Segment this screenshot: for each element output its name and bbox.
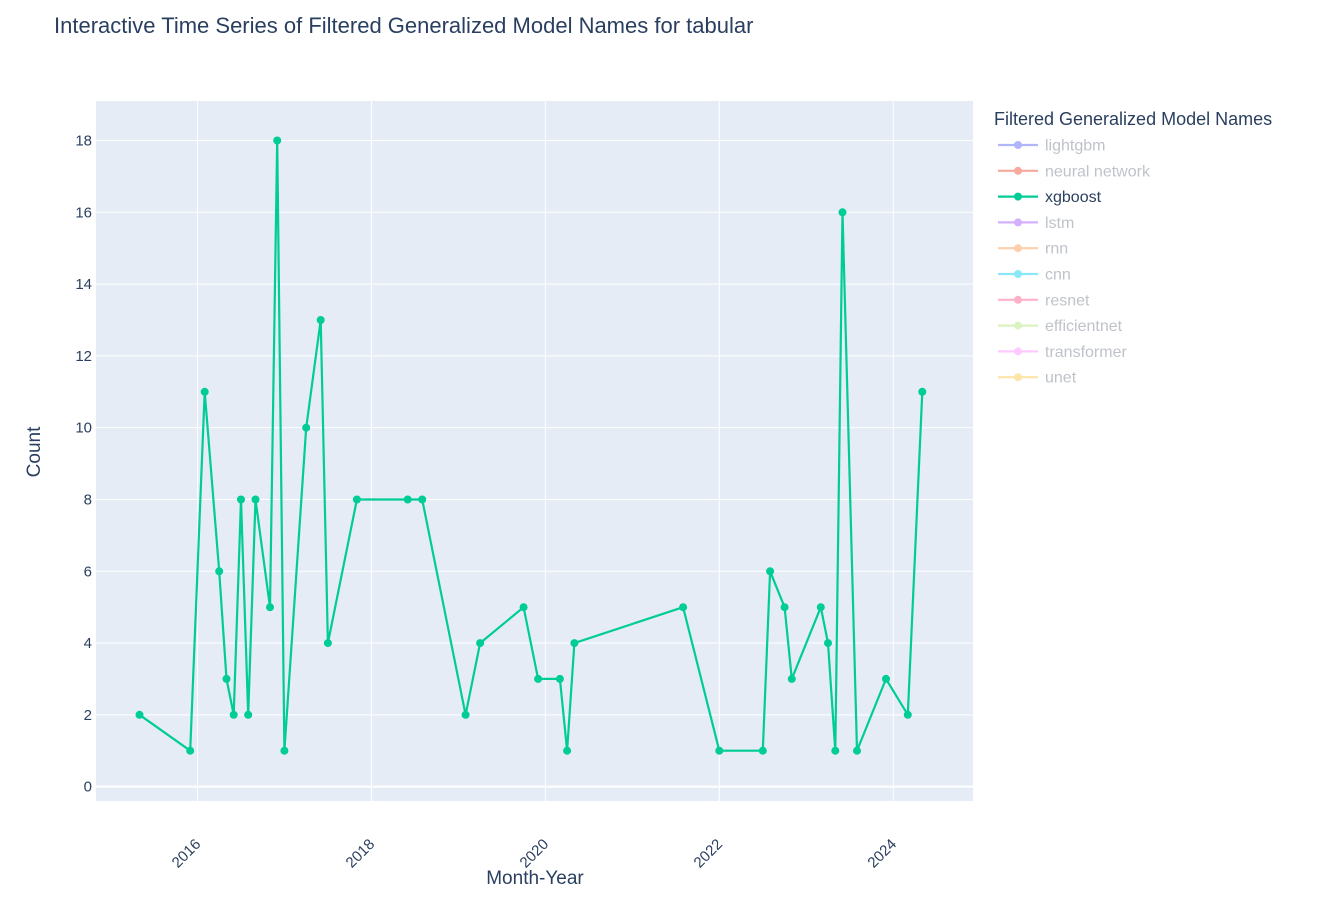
legend-item-neural-network[interactable]: neural network (998, 163, 1151, 180)
legend-marker (1014, 141, 1022, 149)
legend: Filtered Generalized Model Names lightgb… (994, 109, 1272, 387)
x-tick-label: 2020 (517, 836, 553, 872)
data-point (838, 208, 847, 217)
data-point (555, 674, 564, 683)
data-point (918, 387, 927, 396)
legend-item-xgboost[interactable]: xgboost (998, 189, 1102, 206)
x-tick-label: 2022 (691, 836, 727, 872)
data-point (519, 603, 528, 612)
data-point (418, 495, 427, 504)
legend-marker (1014, 373, 1022, 382)
legend-marker (1014, 295, 1022, 304)
legend-label: resnet (1045, 292, 1090, 309)
data-point (229, 710, 238, 719)
data-point (853, 746, 861, 755)
data-point (222, 674, 231, 683)
y-tick-label: 8 (84, 491, 92, 508)
data-point (251, 495, 260, 504)
y-axis-title: Count (24, 426, 45, 477)
legend-item-cnn[interactable]: cnn (998, 267, 1071, 284)
y-tick-label: 6 (84, 563, 92, 580)
x-tick-label: 2024 (864, 836, 900, 872)
y-tick-label: 10 (75, 420, 92, 437)
data-point (352, 495, 361, 504)
data-point (903, 710, 912, 719)
data-point (280, 746, 289, 755)
legend-marker (1014, 347, 1022, 356)
legend-title: Filtered Generalized Model Names (994, 109, 1272, 129)
data-point (186, 746, 195, 755)
legend-label: transformer (1045, 344, 1127, 361)
data-point (563, 746, 572, 755)
legend-label: lstm (1045, 215, 1074, 232)
legend-marker (1014, 270, 1022, 278)
y-tick-label: 2 (84, 707, 92, 724)
legend-label: efficientnet (1045, 318, 1123, 335)
data-point (816, 603, 825, 612)
data-point (787, 674, 796, 683)
legend-item-lightgbm[interactable]: lightgbm (998, 138, 1105, 155)
data-point (135, 710, 144, 719)
data-point (215, 567, 224, 576)
data-point (882, 674, 890, 683)
legend-marker (1014, 218, 1022, 227)
chart-title: Interactive Time Series of Filtered Gene… (54, 13, 753, 38)
data-point (302, 423, 311, 432)
plot-area (96, 101, 973, 801)
y-tick-label: 4 (84, 635, 92, 652)
grid-layer (96, 101, 973, 801)
y-tick-label: 14 (75, 276, 92, 293)
data-point (273, 136, 282, 145)
data-point (824, 639, 832, 648)
legend-marker (1014, 321, 1022, 330)
data-point (476, 639, 485, 648)
legend-label: neural network (1045, 163, 1151, 180)
series-layer (135, 136, 927, 755)
legend-label: rnn (1045, 241, 1068, 258)
data-point (715, 746, 724, 755)
data-point (244, 710, 253, 719)
x-tick-label: 2016 (169, 836, 205, 872)
data-point (266, 603, 274, 612)
y-tick-label: 16 (75, 204, 92, 221)
legend-label: cnn (1045, 267, 1071, 284)
data-point (570, 639, 579, 648)
data-point (237, 495, 245, 504)
data-point (403, 495, 412, 504)
x-axis-title: Month-Year (486, 868, 584, 889)
legend-item-unet[interactable]: unet (998, 370, 1077, 387)
data-point (766, 567, 775, 576)
legend-label: lightgbm (1045, 138, 1105, 155)
legend-marker (1014, 192, 1022, 201)
legend-item-lstm[interactable]: lstm (998, 215, 1074, 232)
legend-item-efficientnet[interactable]: efficientnet (998, 318, 1123, 335)
data-point (758, 746, 767, 755)
data-point (679, 603, 688, 612)
x-tick-label: 2018 (343, 836, 379, 872)
data-point (461, 710, 470, 719)
data-point (534, 674, 543, 683)
data-point (831, 746, 840, 755)
legend-label: unet (1045, 370, 1077, 387)
legend-item-transformer[interactable]: transformer (998, 344, 1127, 361)
y-tick-label: 18 (75, 132, 92, 149)
legend-marker (1014, 244, 1022, 253)
data-point (780, 603, 789, 612)
legend-item-resnet[interactable]: resnet (998, 292, 1090, 309)
data-point (316, 316, 325, 324)
data-point (323, 639, 332, 648)
legend-item-rnn[interactable]: rnn (998, 241, 1068, 258)
y-tick-label: 0 (84, 779, 92, 796)
y-tick-label: 12 (75, 348, 92, 365)
legend-label: xgboost (1045, 189, 1102, 206)
legend-marker (1014, 166, 1022, 175)
data-point (200, 387, 209, 396)
